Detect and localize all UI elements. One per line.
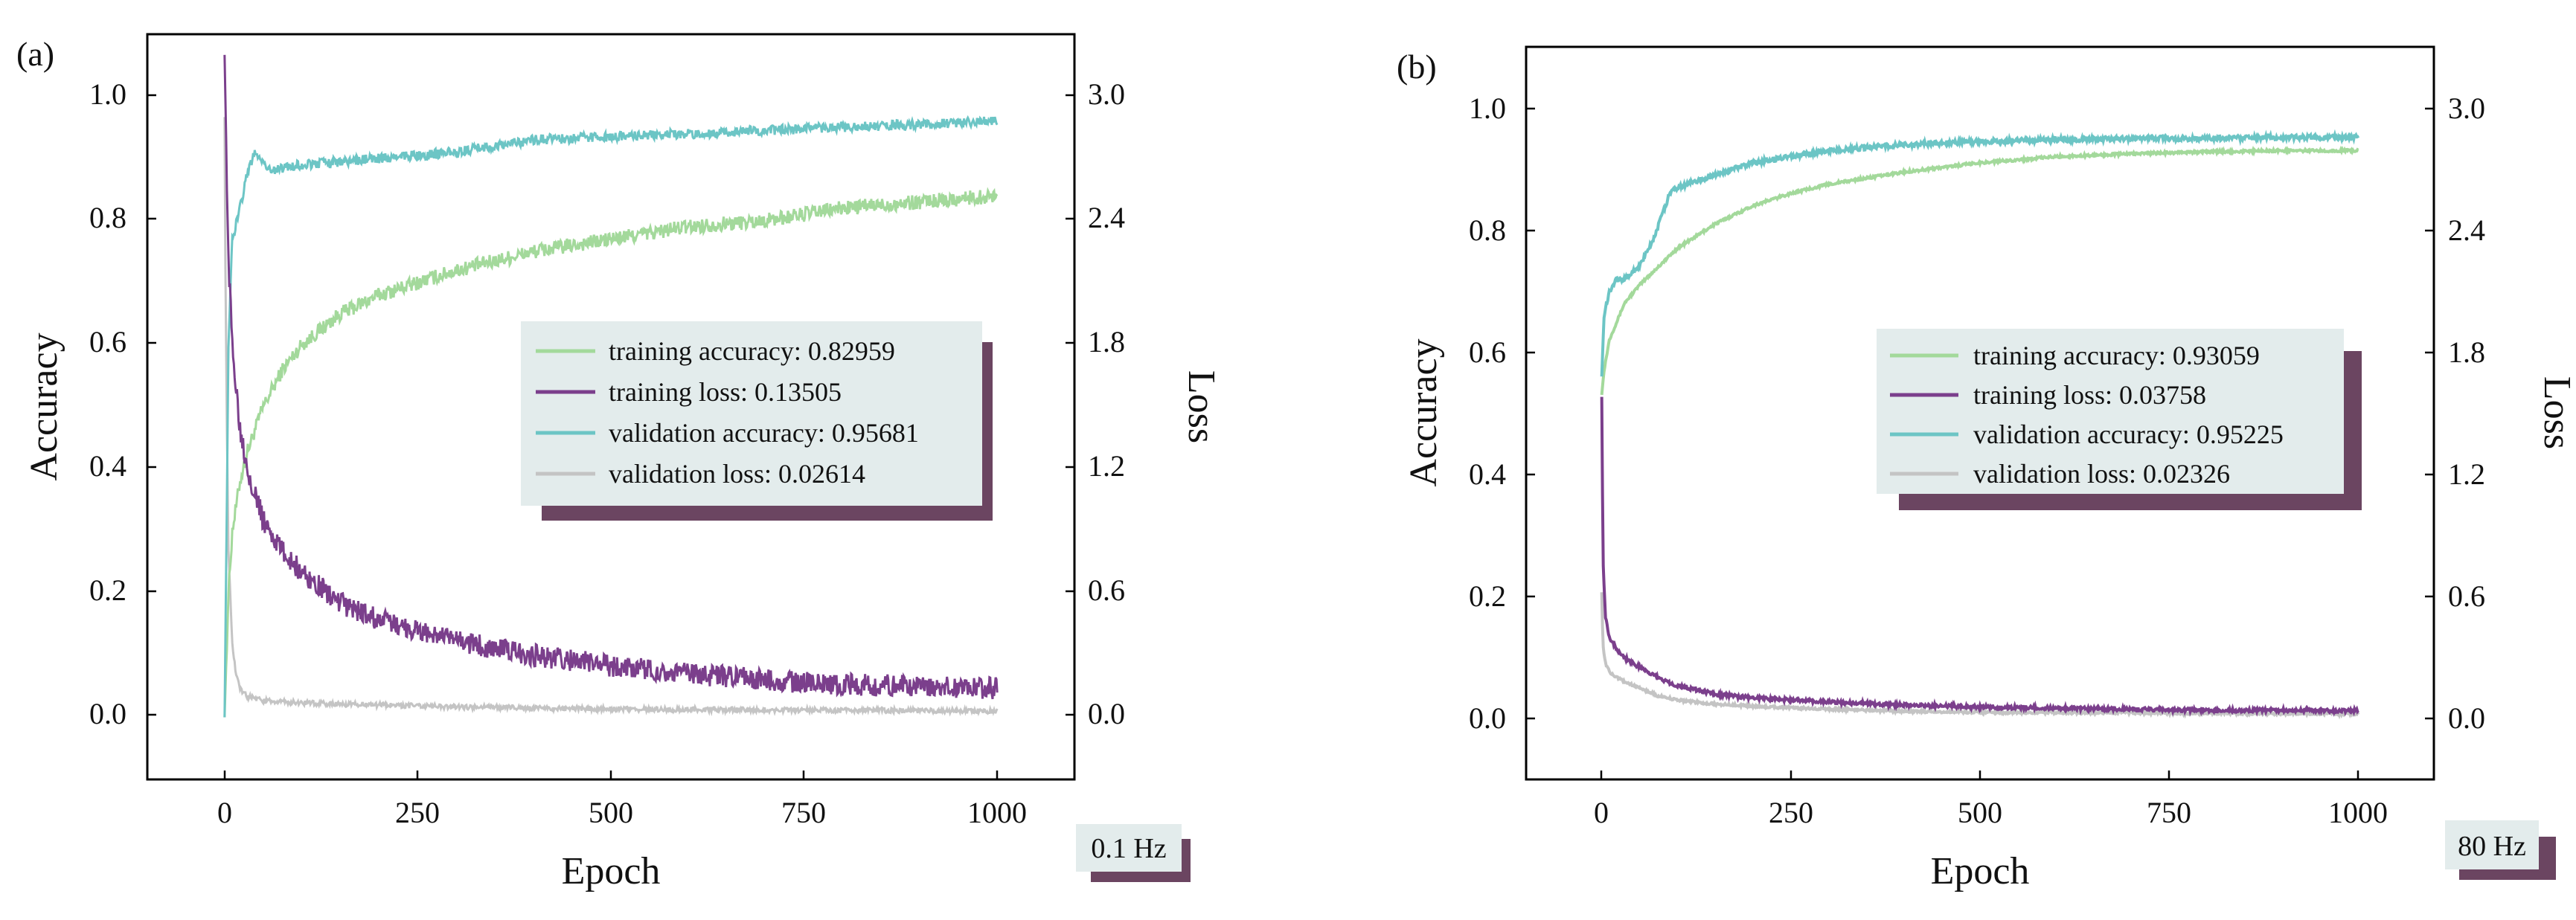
legend-label-training-accuracy: training accuracy: 0.82959 xyxy=(609,336,895,366)
series-line-training-loss xyxy=(223,54,999,700)
panel-b-x-tick-labels: 0 250 500 750 1000 xyxy=(1594,796,2388,829)
y2-axis-title: Loss xyxy=(2536,376,2576,449)
frequency-label: 80 Hz xyxy=(2458,831,2526,862)
panel-b-y-ticks xyxy=(1526,107,2434,720)
y-tick-label: 0.0 xyxy=(1469,701,1506,735)
x-tick-label: 0 xyxy=(1594,796,1609,829)
y2-tick-label: 3.0 xyxy=(1088,77,1125,111)
panel-a-label: (a) xyxy=(16,35,54,73)
series-line-validation-loss xyxy=(223,117,999,717)
y-axis-title: Accuracy xyxy=(23,332,65,480)
y2-tick-label: 1.2 xyxy=(1088,449,1125,483)
x-tick-label: 500 xyxy=(1958,796,2002,829)
y2-tick-label: 1.8 xyxy=(2448,335,2485,369)
y-axis-title: Accuracy xyxy=(1403,338,1445,486)
y-tick-label: 0.6 xyxy=(89,325,126,358)
x-tick-label: 250 xyxy=(1769,796,1813,829)
legend-label-training-accuracy: training accuracy: 0.93059 xyxy=(1973,341,2260,370)
panel-a: (a) 0 250 500 750 1000 0.0 0.2 0.4 0.6 0… xyxy=(16,33,1223,892)
y2-axis-title: Loss xyxy=(1180,370,1223,443)
series-line-validation-loss xyxy=(1600,592,2360,720)
legend-label-training-loss: training loss: 0.13505 xyxy=(609,377,842,407)
panel-b-series-group xyxy=(1600,129,2360,720)
x-axis-title: Epoch xyxy=(562,850,661,892)
y-tick-label: 0.0 xyxy=(89,697,126,730)
x-tick-label: 750 xyxy=(2147,796,2191,829)
panel-a-x-ticks xyxy=(223,771,999,779)
panel-b-label: (b) xyxy=(1397,48,1437,86)
y-tick-label: 0.8 xyxy=(89,201,126,234)
y-tick-label: 1.0 xyxy=(1469,91,1506,125)
panel-b-y-tick-labels: 0.0 0.2 0.4 0.6 0.8 1.0 xyxy=(1469,91,1506,735)
panel-a-frequency-badge: 0.1 Hz xyxy=(1076,824,1191,882)
legend-label-training-loss: training loss: 0.03758 xyxy=(1973,380,2206,410)
series-line-validation-accuracy xyxy=(1600,129,2360,377)
y2-tick-label: 1.8 xyxy=(1088,325,1125,358)
y2-tick-label: 3.0 xyxy=(2448,91,2485,125)
y-tick-label: 0.6 xyxy=(1469,335,1506,369)
y-tick-label: 0.4 xyxy=(89,449,126,483)
badge-box xyxy=(1076,824,1182,872)
x-tick-label: 750 xyxy=(781,796,826,829)
legend-label-validation-loss: validation loss: 0.02326 xyxy=(1973,459,2230,489)
x-tick-label: 500 xyxy=(589,796,633,829)
y2-tick-label: 0.6 xyxy=(1088,573,1125,607)
panel-a-x-tick-labels: 0 250 500 750 1000 xyxy=(217,796,1027,829)
series-line-validation-accuracy xyxy=(223,115,999,718)
badge-box xyxy=(2445,820,2539,869)
panel-a-legend: training accuracy: 0.82959 training loss… xyxy=(521,321,993,521)
panel-a-y-tick-labels: 0.0 0.2 0.4 0.6 0.8 1.0 xyxy=(89,77,126,730)
legend-label-validation-accuracy: validation accuracy: 0.95225 xyxy=(1973,419,2284,449)
y-tick-label: 0.8 xyxy=(1469,213,1506,247)
y-tick-label: 0.2 xyxy=(89,573,126,607)
series-line-training-accuracy xyxy=(223,187,999,718)
panel-b-y2-tick-labels: 0.0 0.6 1.2 1.8 2.4 3.0 xyxy=(2448,91,2485,735)
y2-tick-label: 2.4 xyxy=(1088,201,1125,234)
x-axis-title: Epoch xyxy=(1931,850,2030,892)
y2-tick-label: 0.6 xyxy=(2448,579,2485,613)
panel-b-x-ticks xyxy=(1600,771,2359,779)
series-line-training-accuracy xyxy=(1600,145,2359,396)
x-tick-label: 1000 xyxy=(967,796,1027,829)
x-tick-label: 1000 xyxy=(2328,796,2388,829)
y-tick-label: 0.4 xyxy=(1469,457,1506,491)
panel-b-frequency-badge: 80 Hz xyxy=(2445,820,2556,880)
panel-a-series-group xyxy=(223,54,999,718)
panel-a-y-ticks xyxy=(147,94,1074,716)
frequency-label: 0.1 Hz xyxy=(1091,833,1166,864)
x-tick-label: 250 xyxy=(395,796,440,829)
y-tick-label: 0.2 xyxy=(1469,579,1506,613)
y2-tick-label: 2.4 xyxy=(2448,213,2485,247)
y2-tick-label: 0.0 xyxy=(1088,697,1125,730)
series-line-training-loss xyxy=(1600,396,2359,717)
x-tick-label: 0 xyxy=(217,796,232,829)
panel-b-legend: training accuracy: 0.93059 training loss… xyxy=(1877,329,2362,510)
legend-label-validation-loss: validation loss: 0.02614 xyxy=(609,459,865,489)
panel-b: (b) 0 250 500 750 1000 0.0 0.2 0.4 0.6 0… xyxy=(1397,45,2576,892)
legend-label-validation-accuracy: validation accuracy: 0.95681 xyxy=(609,418,919,448)
y2-tick-label: 1.2 xyxy=(2448,457,2485,491)
y-tick-label: 1.0 xyxy=(89,77,126,111)
panel-a-y2-tick-labels: 0.0 0.6 1.2 1.8 2.4 3.0 xyxy=(1088,77,1125,730)
y2-tick-label: 0.0 xyxy=(2448,701,2485,735)
legend-box xyxy=(521,321,982,506)
